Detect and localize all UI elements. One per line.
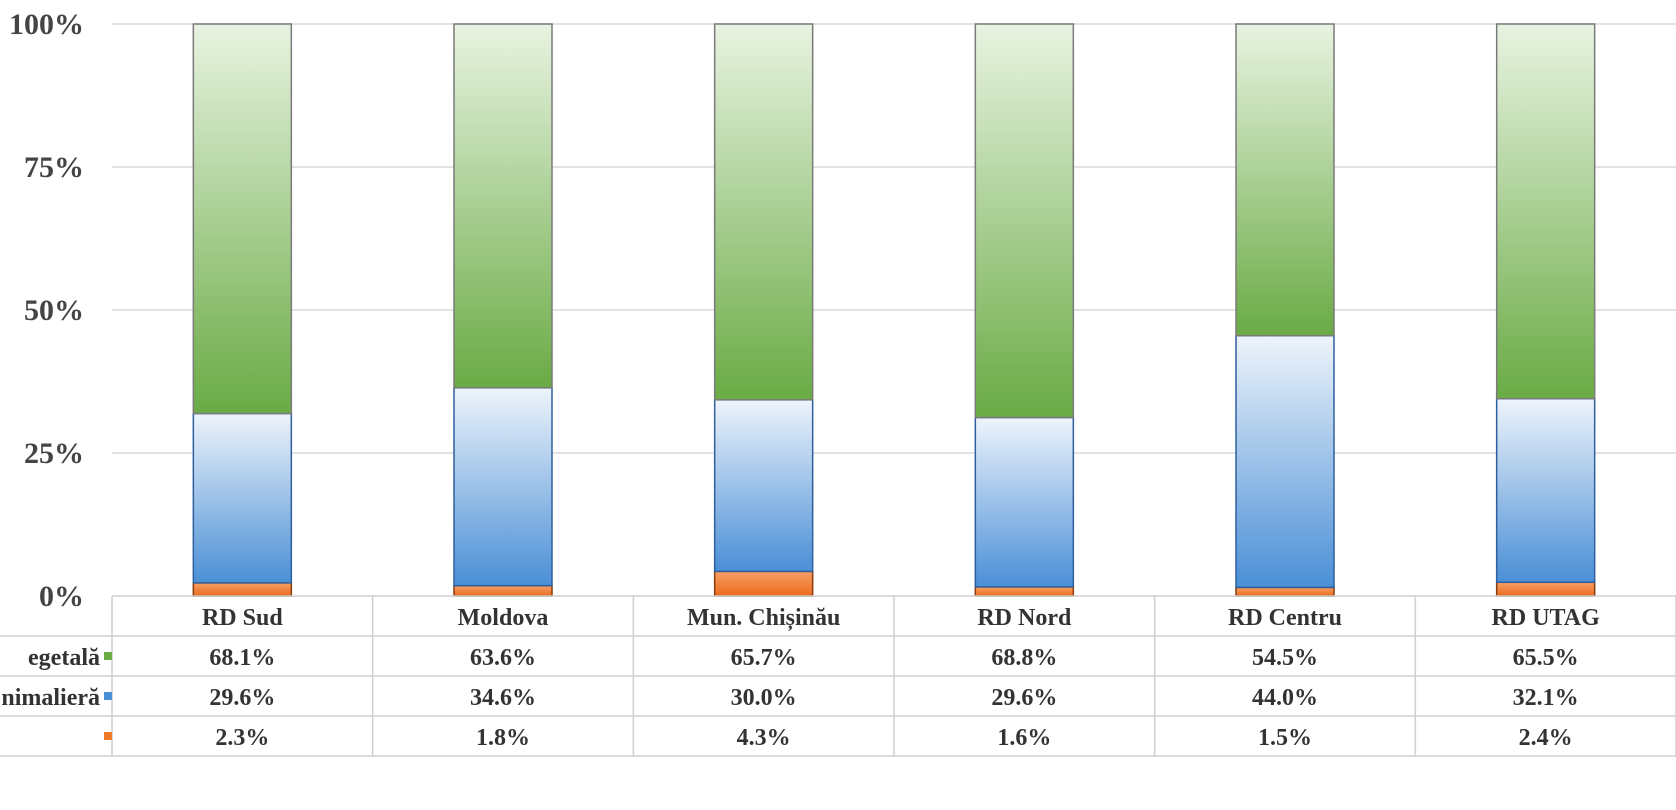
bar-segment-green xyxy=(453,23,553,389)
category-label: RD Sud xyxy=(202,605,283,631)
bar-segment-orange xyxy=(192,582,293,597)
bar-segment-orange xyxy=(713,570,814,597)
series-name: nimalieră xyxy=(1,685,100,711)
category-label: RD Centru xyxy=(1228,605,1342,631)
data-label: 2.4% xyxy=(1519,725,1573,751)
data-label: 1.5% xyxy=(1258,725,1312,751)
bar-segment-orange xyxy=(1235,586,1335,597)
data-label: 44.0% xyxy=(1252,685,1318,711)
category-label: RD UTAG xyxy=(1492,605,1601,631)
bar-segment-green xyxy=(713,23,814,401)
bar-segment-green xyxy=(1495,23,1596,400)
legend-key xyxy=(104,732,112,740)
bar-segment-orange xyxy=(974,586,1075,597)
data-table: RD Sud Moldova Mun. Chișinău RD Nord RD Cent… xyxy=(0,595,1676,757)
series-name: egetală xyxy=(28,645,100,671)
bar-segment-blue xyxy=(1235,334,1335,589)
bar-segment-blue xyxy=(1495,397,1596,584)
bar-segment-orange xyxy=(453,584,553,597)
data-label: 32.1% xyxy=(1513,685,1579,711)
bar-segment-blue xyxy=(713,399,814,573)
data-label: 65.7% xyxy=(731,645,797,671)
y-tick-label: 0% xyxy=(39,580,84,613)
legend-key xyxy=(104,692,112,700)
y-tick-label: 25% xyxy=(24,437,84,470)
bars xyxy=(192,23,1596,597)
category-label: Moldova xyxy=(458,605,549,631)
bar-segment-blue xyxy=(192,412,293,584)
bar-segment-blue xyxy=(974,416,1075,588)
y-tick-label: 75% xyxy=(24,151,84,184)
category-label: RD Nord xyxy=(977,605,1072,631)
bar-segment-green xyxy=(974,23,1075,419)
y-tick-label: 100% xyxy=(9,8,84,41)
data-label: 68.1% xyxy=(209,645,275,671)
data-label: 2.3% xyxy=(215,725,269,751)
legend-key xyxy=(104,652,112,660)
bar-segment-blue xyxy=(453,387,553,587)
data-label: 4.3% xyxy=(737,725,791,751)
y-tick-label: 50% xyxy=(24,294,84,327)
data-label: 54.5% xyxy=(1252,645,1318,671)
data-label: 30.0% xyxy=(731,685,797,711)
data-label: 1.6% xyxy=(997,725,1051,751)
gridlines xyxy=(112,23,1676,454)
data-label: 65.5% xyxy=(1513,645,1579,671)
bar-segment-green xyxy=(1235,23,1335,337)
y-axis-ticks: 0% 25% 50% 75% 100% xyxy=(9,8,84,613)
data-label: 68.8% xyxy=(991,645,1057,671)
bar-segment-orange xyxy=(1495,581,1596,597)
data-label: 63.6% xyxy=(470,645,536,671)
data-label: 1.8% xyxy=(476,725,530,751)
data-label: 29.6% xyxy=(991,685,1057,711)
category-label: Mun. Chișinău xyxy=(687,605,840,631)
data-label: 34.6% xyxy=(470,685,536,711)
data-label: 29.6% xyxy=(209,685,275,711)
bar-segment-green xyxy=(192,23,293,415)
